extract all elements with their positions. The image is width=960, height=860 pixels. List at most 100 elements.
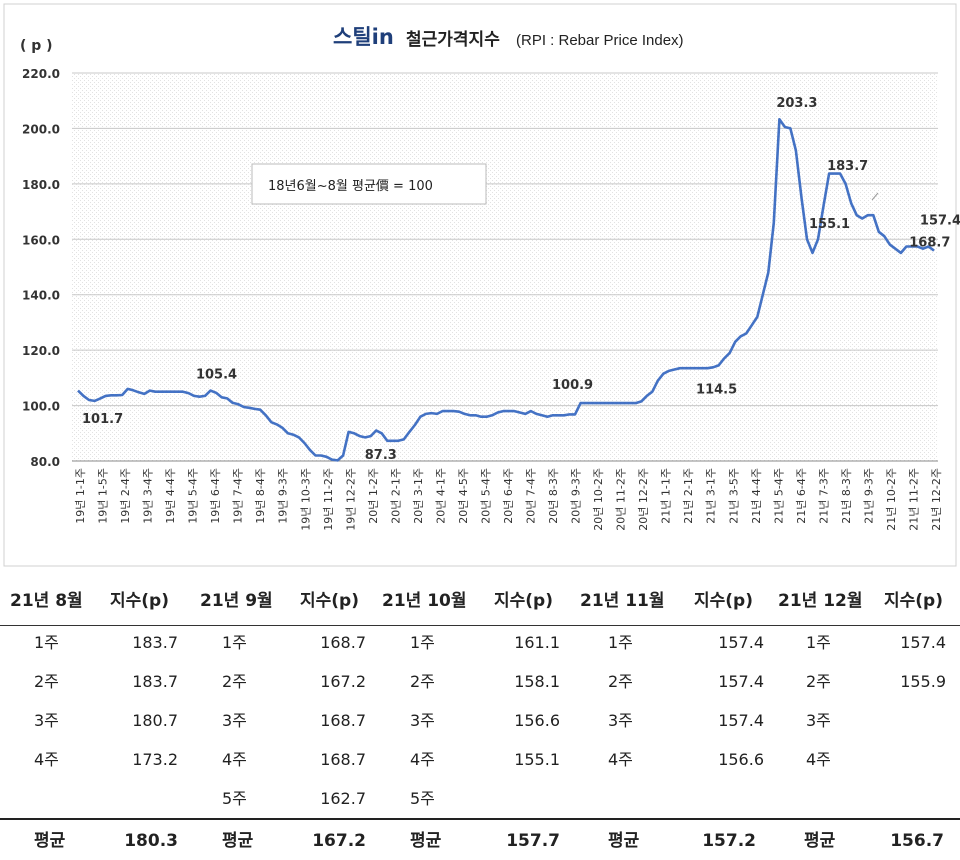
week-label	[806, 780, 866, 818]
index-value: 183.7	[132, 672, 178, 691]
chart-subtitle: (RPI : Rebar Price Index)	[516, 32, 684, 49]
x-tick-label: 19년 5-4주	[187, 468, 200, 524]
week-label: 2주	[222, 672, 247, 691]
week-label: 2주	[608, 672, 633, 691]
index-value	[866, 741, 946, 779]
x-tick-label: 20년 7-4주	[525, 468, 538, 524]
x-tick-label: 20년 1-2주	[367, 468, 380, 524]
x-tick-label: 19년 11-2주	[322, 468, 335, 531]
week-label: 2주	[34, 672, 59, 691]
week-label: 1주	[222, 633, 247, 652]
avg-label: 평균	[34, 831, 66, 851]
x-tick-label: 20년 10-2주	[592, 468, 605, 531]
chart-title: 스틸in 철근가격지수 (RPI : Rebar Price Index)	[333, 25, 684, 50]
x-tick-label: 19년 6-4주	[209, 468, 222, 524]
x-tick-label: 20년 4-1주	[434, 468, 447, 524]
brand-logo: 스틸in	[333, 25, 394, 49]
table-average-row: 평균 180.3 평균 167.2 평균 157.7 평균 157.2 평균 1…	[0, 822, 960, 860]
y-tick-label: 200.0	[22, 122, 60, 136]
header-dec: 21년 12월	[778, 591, 863, 611]
annotation-box: 18년6월~8월 평균價 = 100	[251, 163, 487, 205]
week-label: 2주	[410, 672, 435, 691]
x-tick-label: 21년 3-5주	[727, 468, 740, 524]
week-label: 3주	[410, 711, 435, 730]
x-tick-label: 21년 5-4주	[772, 468, 785, 524]
y-tick-label: 120.0	[22, 344, 60, 358]
y-tick-label: 220.0	[22, 67, 60, 81]
data-label: 155.1	[809, 217, 850, 232]
avg-value: 157.7	[506, 831, 560, 851]
index-value: 161.1	[514, 633, 560, 652]
week-label: 5주	[410, 789, 435, 808]
header-nov: 21년 11월	[580, 591, 665, 611]
x-tick-label: 21년 3-1주	[705, 468, 718, 524]
avg-label: 평균	[804, 831, 836, 851]
week-label: 4주	[806, 750, 831, 769]
index-value: 155.9	[900, 672, 946, 691]
header-oct: 21년 10월	[382, 591, 467, 611]
header-index: 지수(p)	[884, 591, 943, 611]
y-tick-label: 100.0	[22, 400, 60, 414]
y-axis-label: ( p )	[20, 38, 53, 54]
chart: 80.0 100.0 120.0 140.0 160.0 180.0 200.0 220.0 …	[3, 0, 960, 567]
avg-label: 평균	[608, 831, 640, 851]
series-line	[77, 118, 935, 462]
y-tick-label: 80.0	[30, 455, 60, 469]
avg-label: 평균	[222, 831, 254, 851]
data-label: 101.7	[82, 412, 123, 427]
x-tick-label: 20년 8-3주	[547, 468, 560, 524]
x-tick-label: 19년 8-4주	[254, 468, 267, 524]
index-value: 157.4	[900, 633, 946, 652]
x-tick-label: 21년 7-3주	[817, 468, 830, 524]
y-tick-label: 160.0	[22, 233, 60, 247]
x-tick-label: 21년 2-1주	[682, 468, 695, 524]
week-label: 2주	[806, 672, 831, 691]
week-label: 3주	[608, 711, 633, 730]
index-value	[98, 780, 178, 818]
x-tick-label: 19년 2-4주	[119, 468, 132, 524]
week-label: 5주	[222, 789, 247, 808]
data-label: 155.9	[919, 0, 960, 4]
table-row: 3주 180.7 3주 168.7 3주 156.6 3주 157.4 3주	[0, 702, 960, 740]
table-row: 5주 162.7 5주	[0, 780, 960, 818]
index-value: 157.4	[718, 711, 764, 730]
x-tick-label: 20년 5-4주	[479, 468, 492, 524]
x-tick-label: 20년 11-2주	[615, 468, 628, 531]
x-tick-label: 21년 11-2주	[907, 468, 920, 531]
week-label: 3주	[806, 711, 831, 730]
header-sep: 21년 9월	[200, 591, 273, 611]
x-tick-label: 19년 1-5주	[97, 468, 110, 524]
index-value: 183.7	[132, 633, 178, 652]
x-tick-label: 21년 9-3주	[862, 468, 875, 524]
week-label	[34, 780, 94, 818]
week-label: 1주	[806, 633, 831, 652]
x-tick-label: 19년 1-1주	[74, 468, 87, 524]
table-row: 1주 183.7 1주 168.7 1주 161.1 1주 157.4 1주 157.4	[0, 624, 960, 662]
table-header-rule	[0, 625, 960, 626]
index-value: 162.7	[320, 789, 366, 808]
week-label: 1주	[34, 633, 59, 652]
x-tick-label: 20년 12-2주	[637, 468, 650, 531]
leader-line	[871, 192, 879, 201]
x-tick-label: 19년 9-3주	[277, 468, 290, 524]
header-index: 지수(p)	[110, 591, 169, 611]
x-tick-label: 21년 1-1주	[660, 468, 673, 524]
plot-area	[72, 73, 938, 461]
avg-value: 167.2	[312, 831, 366, 851]
week-label: 4주	[410, 750, 435, 769]
x-tick-label: 20년 2-1주	[389, 468, 402, 524]
index-value	[480, 780, 560, 818]
index-value: 173.2	[132, 750, 178, 769]
index-value	[866, 780, 946, 818]
y-tick-label: 180.0	[22, 178, 60, 192]
avg-label: 평균	[410, 831, 442, 851]
data-label: 87.3	[365, 448, 397, 463]
y-tick-label: 140.0	[22, 289, 60, 303]
week-label: 4주	[608, 750, 633, 769]
index-value: 168.7	[320, 711, 366, 730]
week-label: 3주	[34, 711, 59, 730]
x-tick-label: 21년 4-4주	[750, 468, 763, 524]
x-tick-label: 19년 12-2주	[344, 468, 357, 531]
index-value	[684, 780, 764, 818]
index-value: 156.6	[514, 711, 560, 730]
